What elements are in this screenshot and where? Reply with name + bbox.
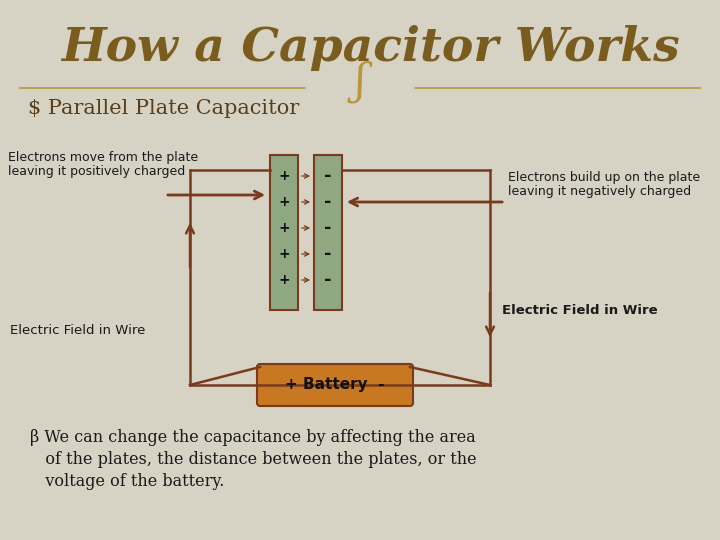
Text: -: -: [324, 271, 332, 289]
Text: Electrons build up on the plate: Electrons build up on the plate: [508, 172, 700, 185]
Text: ʃ: ʃ: [354, 60, 366, 103]
Text: -: -: [324, 193, 332, 211]
Text: +: +: [278, 195, 290, 209]
Text: β We can change the capacitance by affecting the area: β We can change the capacitance by affec…: [30, 429, 476, 447]
Text: voltage of the battery.: voltage of the battery.: [30, 474, 225, 490]
Text: Electric Field in Wire: Electric Field in Wire: [502, 303, 657, 316]
Text: leaving it positively charged: leaving it positively charged: [8, 165, 185, 179]
Bar: [314, 155, 342, 310]
Text: +: +: [278, 247, 290, 261]
Text: +: +: [278, 273, 290, 287]
Bar: [270, 155, 298, 310]
Text: of the plates, the distance between the plates, or the: of the plates, the distance between the …: [30, 451, 477, 469]
Text: Electric Field in Wire: Electric Field in Wire: [10, 323, 145, 336]
Text: Electrons move from the plate: Electrons move from the plate: [8, 152, 198, 165]
Text: +: +: [278, 169, 290, 183]
Text: $ Parallel Plate Capacitor: $ Parallel Plate Capacitor: [28, 98, 300, 118]
Text: -: -: [324, 167, 332, 185]
FancyBboxPatch shape: [257, 364, 413, 406]
Text: +: +: [278, 221, 290, 235]
Text: -: -: [324, 219, 332, 237]
Text: How a Capacitor Works: How a Capacitor Works: [60, 25, 680, 71]
Text: + Battery  -: + Battery -: [285, 377, 384, 393]
Text: leaving it negatively charged: leaving it negatively charged: [508, 186, 691, 199]
Text: -: -: [324, 245, 332, 263]
